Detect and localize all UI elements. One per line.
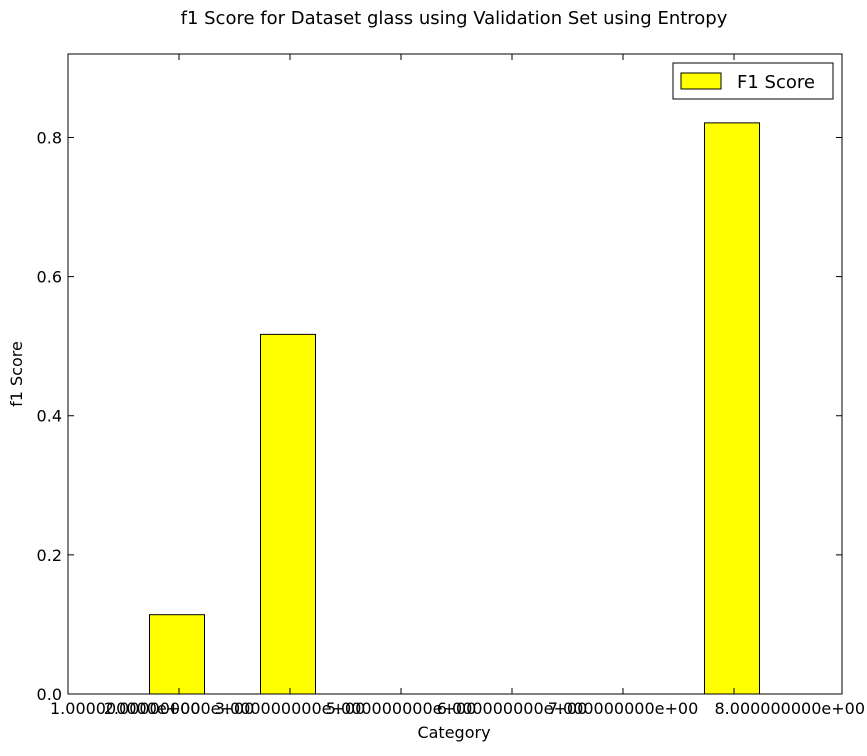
- y-tick-label-4: 0.8: [37, 128, 62, 147]
- x-axis-ticks: 1.000000000e+002.000000000e+003.00000000…: [50, 54, 865, 718]
- x-tick-label-2: 3.000000000e+00: [215, 699, 366, 718]
- x-tick-label-1: 2.000000000e+00: [104, 699, 255, 718]
- x-axis-label: Category: [417, 723, 490, 742]
- plot-frame: [67, 53, 843, 695]
- x-tick-label-6: 8.000000000e+00: [715, 699, 866, 718]
- bars-group: [149, 122, 760, 695]
- legend-swatch: [680, 72, 722, 90]
- legend-label: F1 Score: [737, 72, 815, 93]
- bar-2: [260, 333, 316, 695]
- x-tick-label-3: 5.000000000e+00: [326, 699, 477, 718]
- x-tick-label-5: 7.000000000e+00: [548, 699, 699, 718]
- x-tick-label-0: 1.000000000e+00: [50, 699, 201, 718]
- y-axis-ticks: 0.0 0.2 0.4 0.6 0.8: [37, 128, 842, 704]
- chart-title: f1 Score for Dataset glass using Validat…: [181, 8, 728, 29]
- y-tick-label-3: 0.6: [37, 268, 62, 287]
- bar-6: [704, 122, 760, 695]
- y-tick-label-1: 0.2: [37, 546, 62, 565]
- x-tick-label-4: 6.000000000e+00: [437, 699, 588, 718]
- y-tick-label-0: 0.0: [37, 685, 62, 704]
- y-axis-label: f1 Score: [7, 341, 26, 407]
- legend: F1 Score: [672, 62, 834, 100]
- y-tick-label-2: 0.4: [37, 407, 62, 426]
- bar-1: [149, 614, 205, 695]
